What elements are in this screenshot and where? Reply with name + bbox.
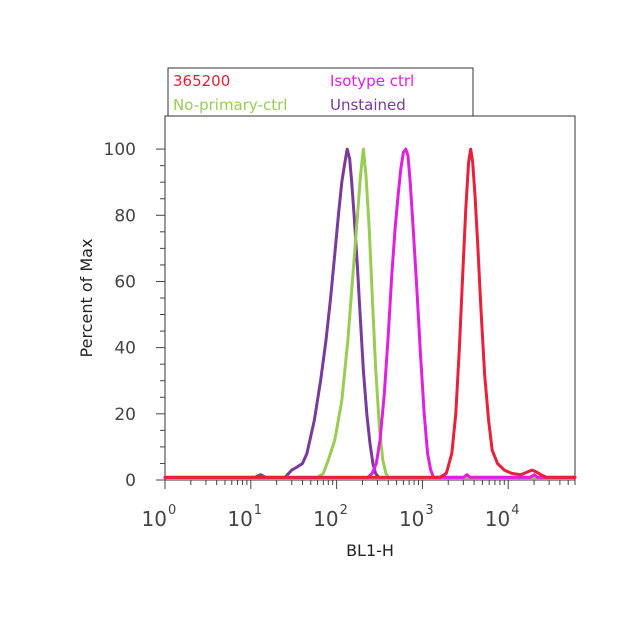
- y-tick-label: 100: [104, 140, 136, 160]
- y-tick-label: 60: [114, 272, 136, 292]
- plot-frame: [164, 115, 576, 481]
- x-axis-title: BL1-H: [346, 541, 394, 560]
- series-line-isotype-ctrl: [163, 147, 577, 479]
- series-line-no-primary-ctrl: [163, 147, 577, 479]
- series-line-unstained: [163, 147, 577, 479]
- x-tick-exponent: 2: [340, 503, 348, 518]
- legend-entry-unstained: Unstained: [330, 96, 406, 114]
- series-layer: [163, 147, 577, 479]
- y-axis: 0 20 40 60 80 100: [104, 140, 165, 491]
- x-tick-exponent: 3: [425, 503, 433, 518]
- legend-frame: [167, 67, 474, 117]
- x-tick-exponent: 1: [254, 503, 262, 518]
- series-line-365200: [163, 147, 577, 479]
- x-tick-exponent: 0: [168, 503, 176, 518]
- y-tick-label: 0: [125, 471, 136, 491]
- legend-entry-isotype-ctrl: Isotype ctrl: [330, 72, 414, 90]
- x-tick-exponent: 4: [511, 503, 519, 518]
- legend: 365200 Isotype ctrl No-primary-ctrl Unst…: [167, 67, 474, 117]
- x-tick-label: 10: [227, 507, 252, 531]
- x-tick-label: 10: [313, 507, 338, 531]
- x-tick-label: 10: [399, 507, 424, 531]
- y-tick-label: 20: [114, 405, 136, 425]
- legend-entry-no-primary-ctrl: No-primary-ctrl: [173, 96, 287, 114]
- y-axis-title: Percent of Max: [77, 239, 96, 358]
- y-tick-label: 40: [114, 339, 136, 359]
- legend-entry-365200: 365200: [173, 72, 230, 90]
- x-axis: 10 0 10 1 10 2 10 3 10 4: [142, 480, 576, 531]
- x-tick-label: 10: [485, 507, 510, 531]
- x-tick-label: 10: [142, 507, 167, 531]
- y-tick-label: 80: [114, 206, 136, 226]
